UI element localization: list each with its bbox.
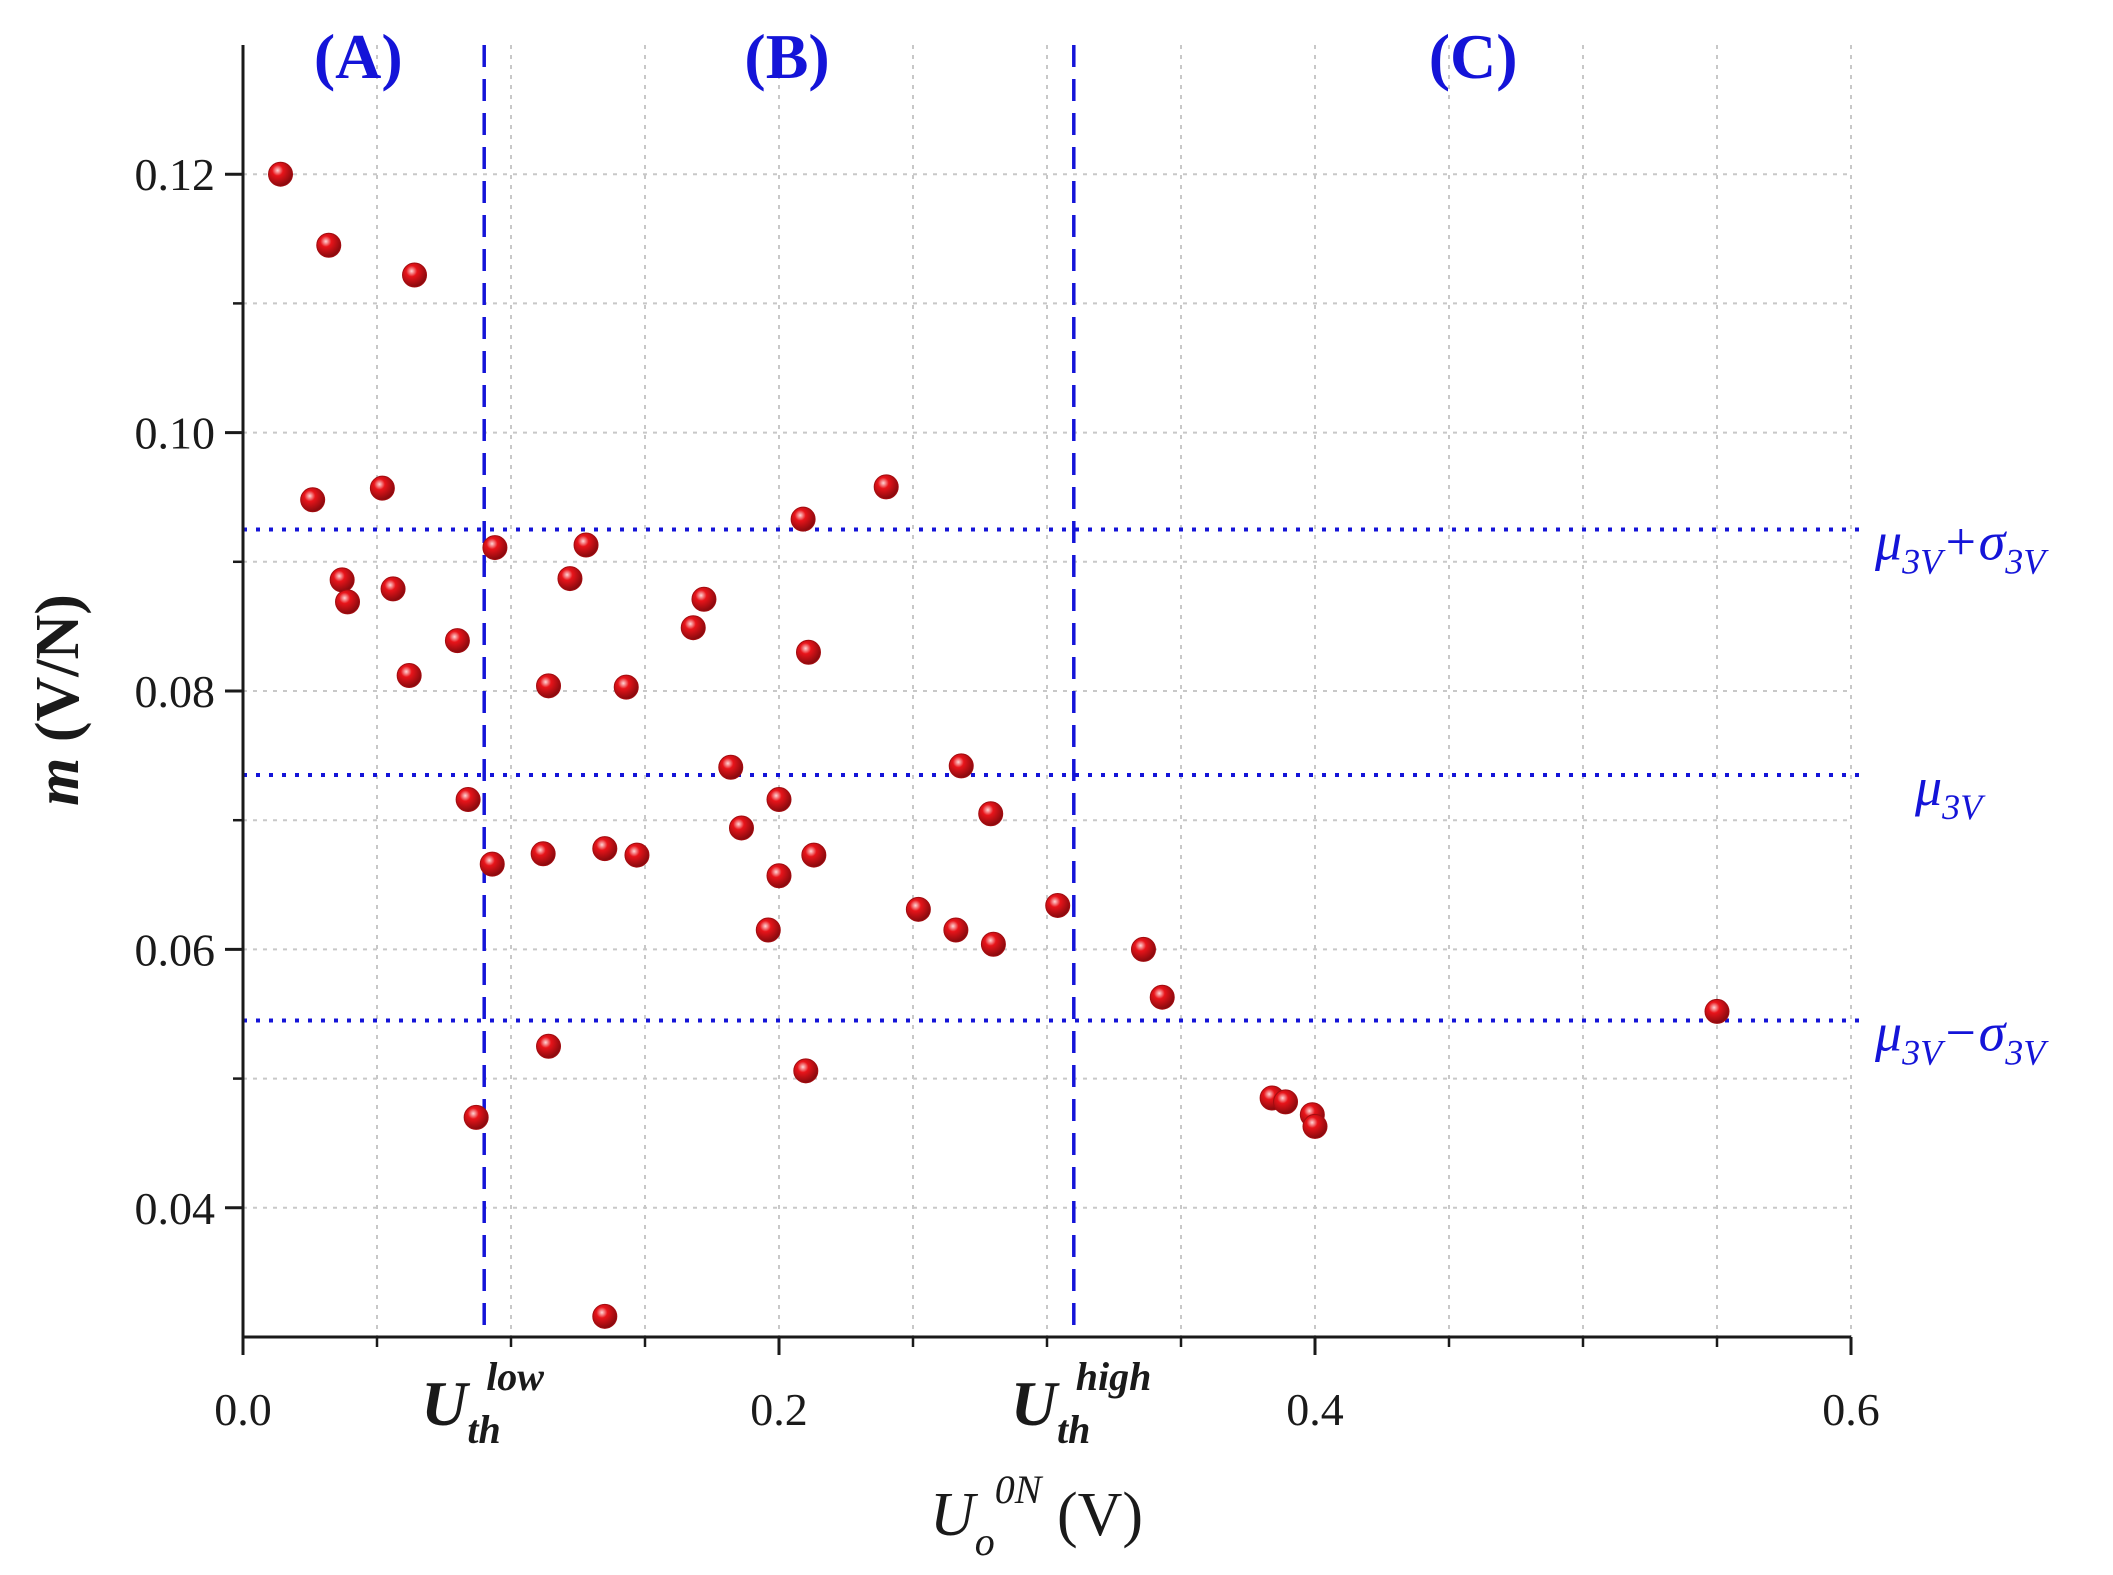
ref-label-symbol: μ bbox=[1874, 1002, 1902, 1062]
ref-label-subscript: 3V bbox=[1901, 1032, 1946, 1072]
data-point bbox=[396, 662, 422, 688]
threshold-label-low: Uth bbox=[421, 1368, 501, 1452]
threshold-label-main: U bbox=[1011, 1368, 1060, 1439]
data-point bbox=[557, 566, 583, 592]
grid-lines bbox=[243, 45, 1852, 1337]
data-point bbox=[766, 787, 792, 813]
data-point bbox=[455, 787, 481, 813]
y-tick-label: 0.06 bbox=[135, 924, 216, 975]
ref-label-symbol: μ bbox=[1914, 757, 1942, 817]
data-point bbox=[793, 1058, 819, 1084]
threshold-label-superscript: low bbox=[486, 1354, 544, 1399]
data-point bbox=[463, 1104, 489, 1130]
data-point bbox=[592, 836, 618, 862]
x-axis-label-unit: (V) bbox=[1041, 1481, 1143, 1549]
ref-label-subscript: 3V bbox=[1941, 787, 1986, 827]
threshold-label-subscript: th bbox=[1057, 1407, 1090, 1452]
data-point bbox=[530, 841, 556, 867]
threshold-label-subscript: th bbox=[467, 1407, 500, 1452]
x-tick-label: 0.0 bbox=[214, 1384, 272, 1435]
y-axis-label: m (V/N) bbox=[24, 594, 92, 806]
y-tick-label: 0.10 bbox=[135, 408, 216, 459]
data-point bbox=[766, 863, 792, 889]
data-point bbox=[873, 474, 899, 500]
data-point bbox=[1302, 1113, 1328, 1139]
threshold-label-main: U bbox=[421, 1368, 470, 1439]
data-point bbox=[369, 475, 395, 501]
y-axis-label-unit: (V/N) bbox=[24, 594, 92, 758]
data-point bbox=[482, 535, 508, 561]
data-point bbox=[978, 801, 1004, 827]
data-point bbox=[536, 673, 562, 699]
x-axis-label: Uo0N (V) bbox=[930, 1467, 1143, 1564]
x-tick-label: 0.6 bbox=[1822, 1384, 1880, 1435]
reference-line-label: μ3V bbox=[1914, 757, 1986, 827]
data-point bbox=[801, 842, 827, 868]
data-point bbox=[1045, 892, 1071, 918]
data-point bbox=[943, 917, 969, 943]
y-axis-label-symbol: m bbox=[24, 758, 92, 806]
data-point bbox=[1273, 1089, 1299, 1115]
x-tick-label: 0.2 bbox=[750, 1384, 808, 1435]
data-point bbox=[380, 576, 406, 602]
threshold-lines bbox=[482, 45, 1076, 1337]
x-axis-label-subscript: o bbox=[975, 1519, 995, 1564]
ref-label-symbol: σ bbox=[1979, 512, 2008, 572]
ref-label-symbol: μ bbox=[1874, 512, 1902, 572]
data-point bbox=[536, 1033, 562, 1059]
data-point bbox=[755, 917, 781, 943]
data-point bbox=[948, 753, 974, 779]
data-point bbox=[1130, 936, 1156, 962]
ref-label-operator: − bbox=[1942, 1002, 1978, 1062]
data-point bbox=[624, 842, 650, 868]
data-point bbox=[691, 586, 717, 612]
data-point bbox=[329, 567, 355, 593]
y-tick-label: 0.04 bbox=[135, 1183, 216, 1234]
data-point bbox=[728, 815, 754, 841]
x-axis-label-superscript: 0N bbox=[995, 1467, 1044, 1512]
x-tick-label: 0.4 bbox=[1286, 1384, 1344, 1435]
data-point bbox=[613, 674, 639, 700]
threshold-label-high: Uth bbox=[1011, 1368, 1091, 1452]
reference-line-label: μ3V−σ3V bbox=[1874, 1002, 2049, 1072]
region-label: (B) bbox=[744, 21, 829, 92]
data-point bbox=[402, 262, 428, 288]
reference-line-label: μ3V+σ3V bbox=[1874, 512, 2049, 582]
region-label: (A) bbox=[314, 21, 403, 92]
data-point bbox=[573, 532, 599, 558]
reference-lines bbox=[243, 527, 1860, 1023]
data-point bbox=[718, 754, 744, 780]
data-point bbox=[268, 161, 294, 187]
data-point bbox=[790, 506, 816, 532]
data-point bbox=[592, 1303, 618, 1329]
data-point bbox=[905, 896, 931, 922]
ref-label-subscript: 3V bbox=[2004, 1032, 2049, 1072]
data-point bbox=[335, 589, 361, 615]
data-point bbox=[980, 931, 1006, 957]
data-point bbox=[316, 232, 342, 258]
threshold-label-superscript: high bbox=[1076, 1354, 1152, 1399]
x-axis-label-main: U bbox=[930, 1481, 979, 1549]
data-point bbox=[1149, 984, 1175, 1010]
ref-label-subscript: 3V bbox=[1901, 542, 1946, 582]
ref-label-subscript: 3V bbox=[2004, 542, 2049, 582]
data-point bbox=[444, 628, 470, 654]
ticks: 0.0 0.2 0.4 0.6 0.04 0.06 0.08 0.10 0.12 bbox=[135, 149, 1880, 1435]
ref-label-operator: + bbox=[1942, 512, 1978, 572]
data-points bbox=[268, 161, 1730, 1329]
data-point bbox=[479, 851, 505, 877]
data-point bbox=[795, 639, 821, 665]
data-point bbox=[1704, 998, 1730, 1024]
ref-label-symbol: σ bbox=[1979, 1002, 2008, 1062]
data-point bbox=[300, 487, 326, 513]
y-tick-label: 0.08 bbox=[135, 666, 216, 717]
y-tick-label: 0.12 bbox=[135, 149, 216, 200]
data-point bbox=[680, 615, 706, 641]
region-label: (C) bbox=[1429, 21, 1518, 92]
